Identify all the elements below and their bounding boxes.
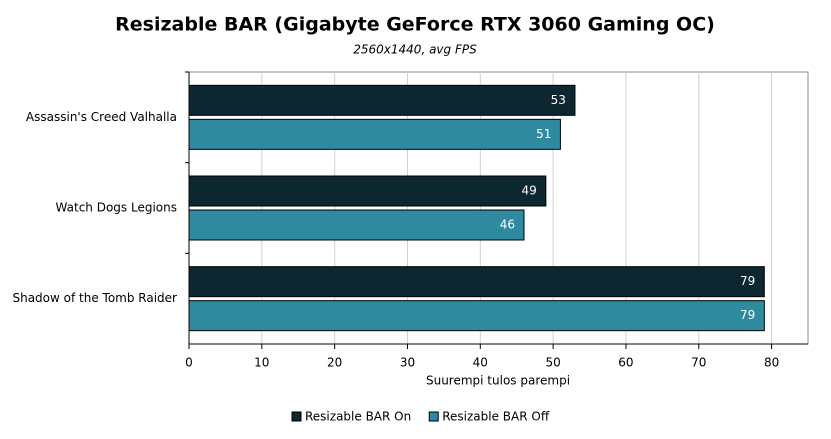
legend-swatch xyxy=(291,411,302,422)
value-label: 79 xyxy=(740,308,755,322)
bar xyxy=(188,118,561,150)
chart-title: Resizable BAR (Gigabyte GeForce RTX 3060… xyxy=(115,14,715,36)
value-label: 51 xyxy=(536,127,551,141)
x-tick-label: 40 xyxy=(473,356,488,370)
y-tick-label: Shadow of the Tomb Raider xyxy=(12,291,177,305)
x-tick-label: 10 xyxy=(254,356,269,370)
legend-swatch xyxy=(428,411,439,422)
x-tick-label: 30 xyxy=(400,356,415,370)
x-tick-label: 70 xyxy=(691,356,706,370)
x-axis-label: Suurempi tulos parempi xyxy=(426,374,570,388)
x-tick-label: 0 xyxy=(185,356,193,370)
y-tick-label: Assassin's Creed Valhalla xyxy=(26,110,177,124)
bar xyxy=(188,266,765,298)
y-tick-label: Watch Dogs Legions xyxy=(56,201,177,215)
bar xyxy=(188,300,765,332)
value-label: 53 xyxy=(551,93,566,107)
x-tick-label: 80 xyxy=(764,356,779,370)
bar xyxy=(188,84,576,116)
x-tick-label: 50 xyxy=(545,356,560,370)
value-label: 49 xyxy=(522,184,537,198)
legend-label: Resizable BAR On xyxy=(305,410,411,424)
bar xyxy=(188,209,525,241)
value-label: 79 xyxy=(740,274,755,288)
legend-label: Resizable BAR Off xyxy=(442,410,550,424)
x-tick-label: 60 xyxy=(618,356,633,370)
chart-subtitle: 2560x1440, avg FPS xyxy=(353,43,477,57)
x-tick-label: 20 xyxy=(327,356,342,370)
plot-area xyxy=(188,71,809,345)
bar xyxy=(188,175,547,207)
value-label: 46 xyxy=(500,218,515,232)
